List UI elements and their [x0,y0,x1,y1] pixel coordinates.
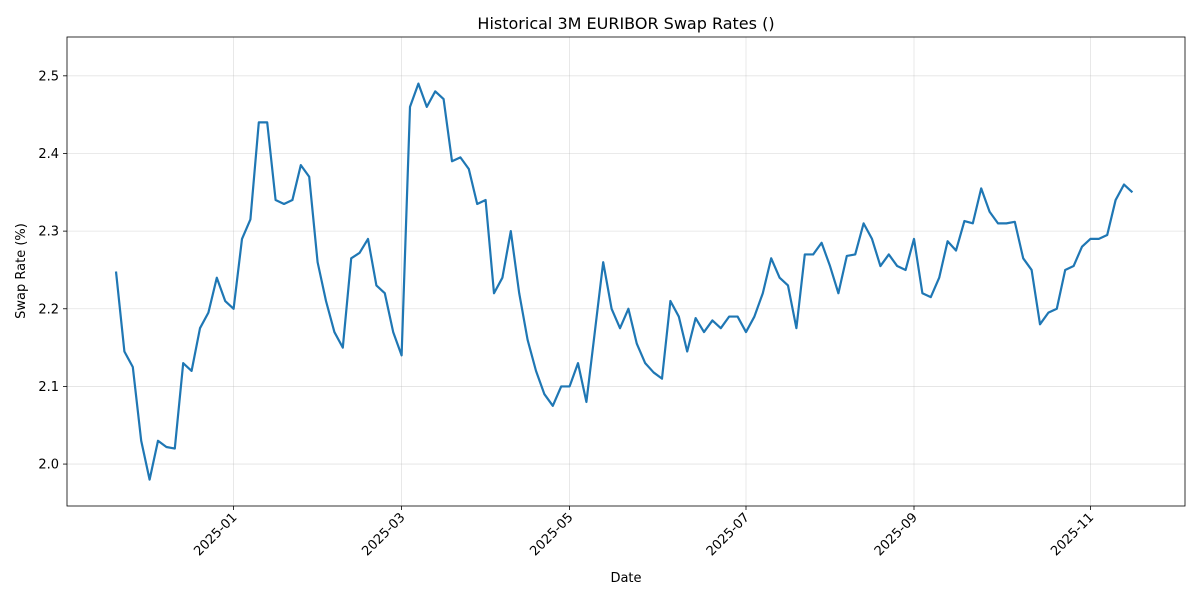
y-tick-label: 2.4 [38,147,59,162]
x-axis-label: Date [610,571,641,586]
data-line [114,82,1134,481]
y-tick-label: 2.2 [38,302,59,317]
plot-frame [66,36,1186,507]
x-tick-label: 2025-09 [872,510,921,559]
y-axis-label: Swap Rate (%) [14,223,29,319]
x-tick-label: 2025-03 [359,510,408,559]
y-tick-label: 2.3 [38,225,59,240]
x-tick-label: 2025-01 [191,510,240,559]
x-tick-label: 2025-05 [527,510,576,559]
y-tick-label: 2.5 [38,69,59,84]
x-tick-label: 2025-11 [1048,510,1097,559]
y-tick-label: 2.0 [38,458,59,473]
y-tick-label: 2.1 [38,380,59,395]
x-tick-label: 2025-07 [704,510,753,559]
chart-title: Historical 3M EURIBOR Swap Rates () [477,14,774,33]
